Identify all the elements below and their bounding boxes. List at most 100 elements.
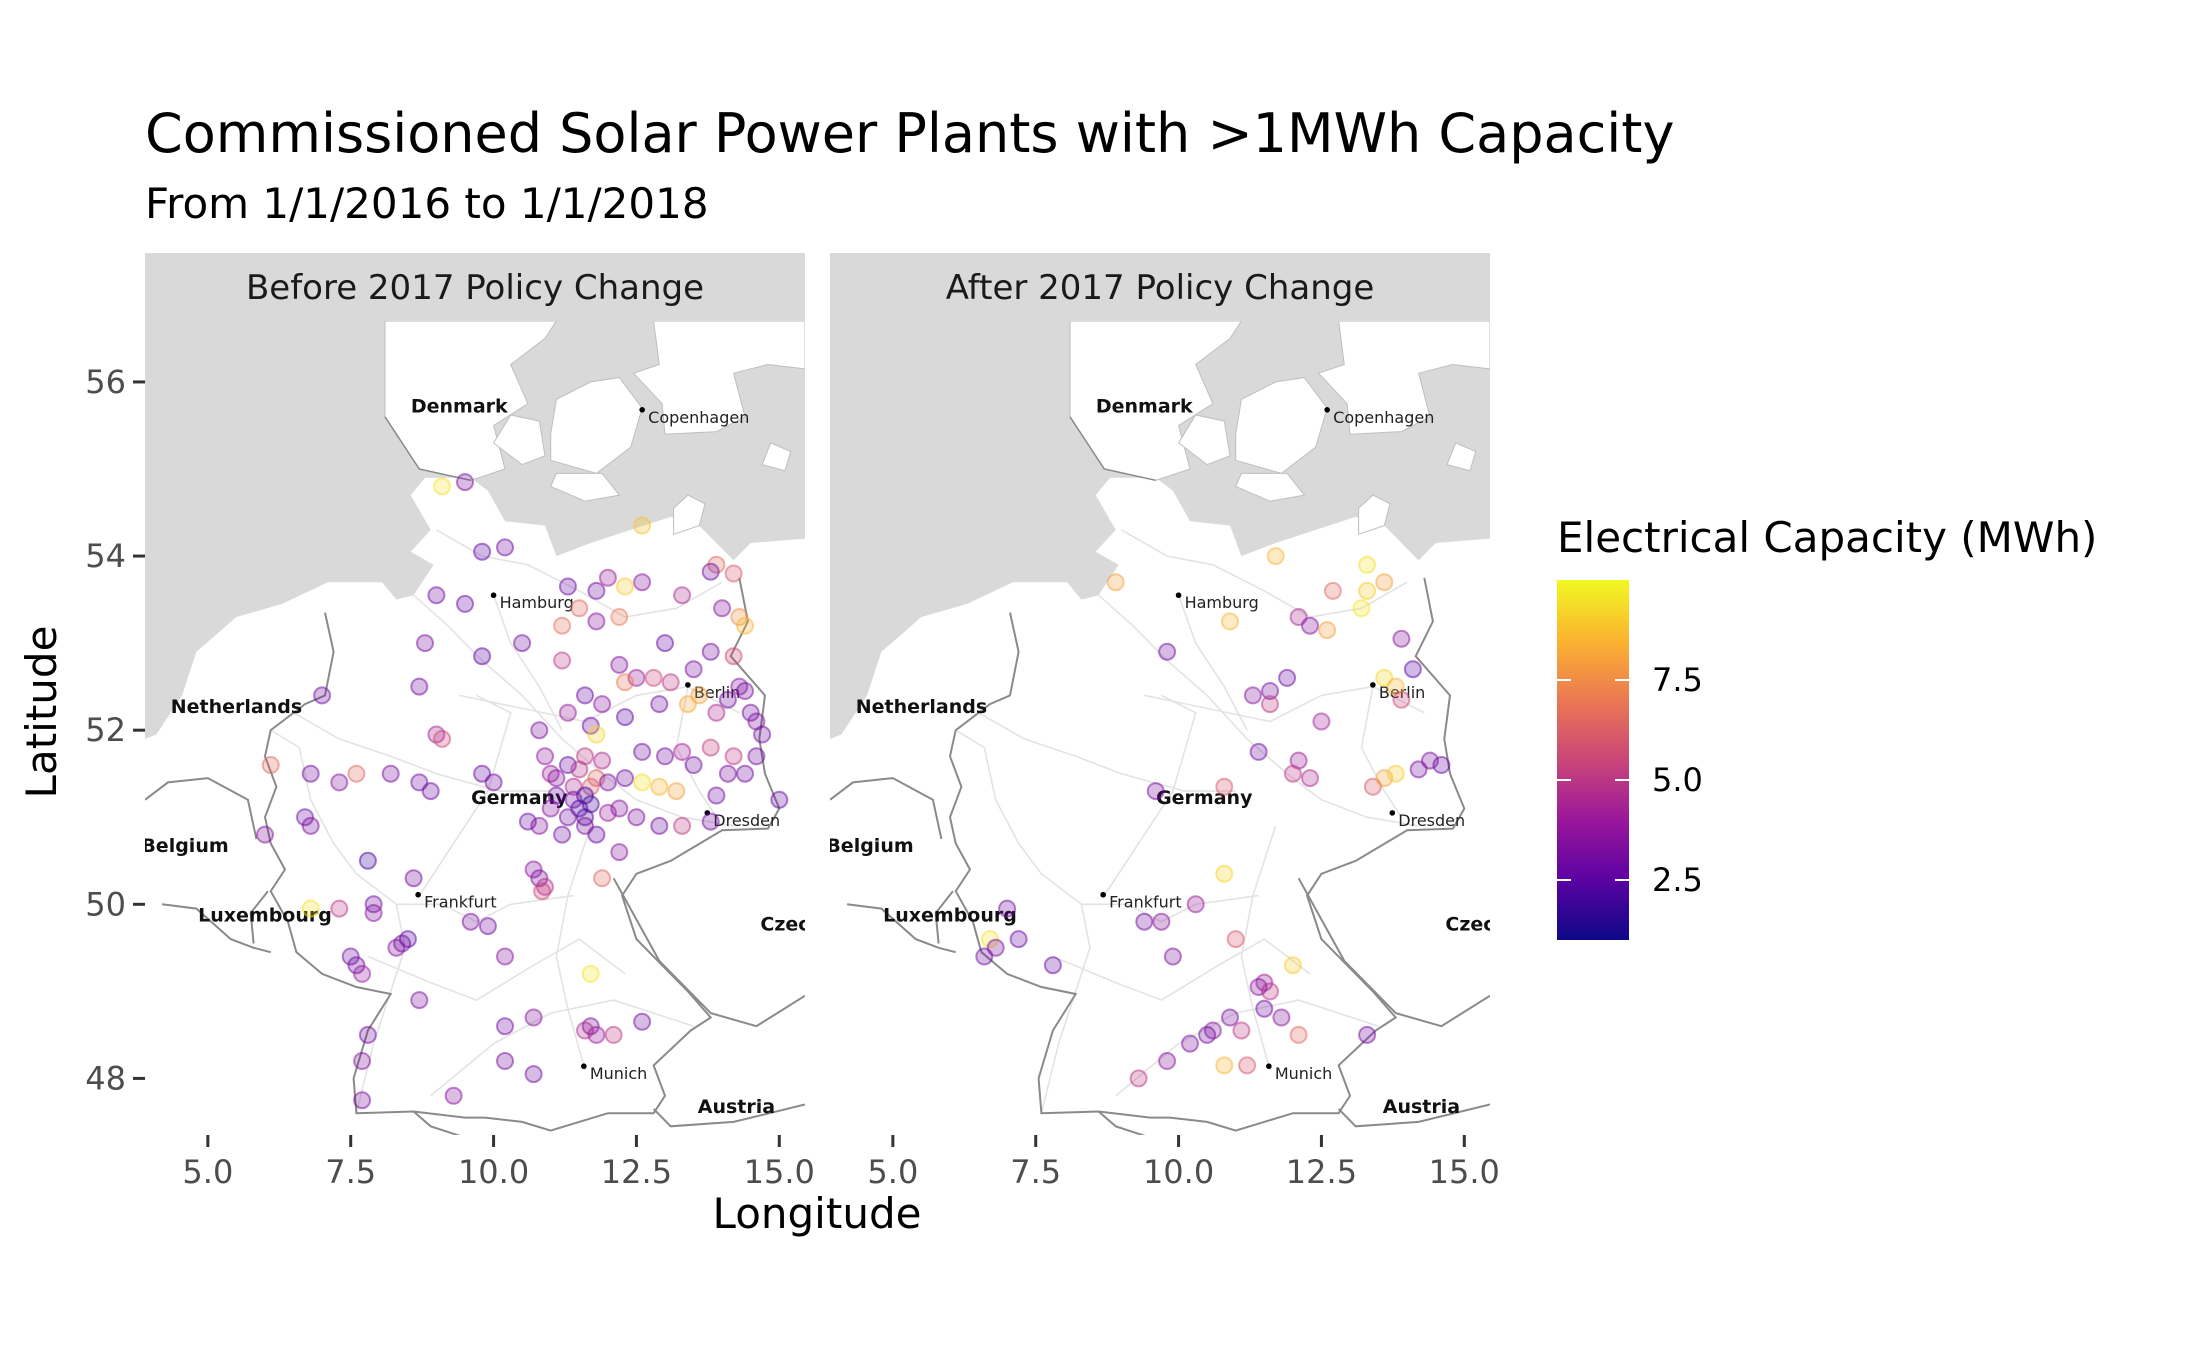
data-point: [353, 1052, 372, 1070]
data-point: [358, 1025, 377, 1044]
data-point: [627, 808, 646, 827]
map-border: [145, 777, 258, 840]
data-point: [1266, 547, 1285, 566]
data-point: [1432, 756, 1451, 774]
data-point: [610, 655, 629, 674]
map-label: Austria: [1383, 1096, 1460, 1118]
data-point: [1215, 864, 1234, 883]
data-point: [718, 764, 737, 783]
data-point: [1255, 999, 1274, 1018]
data-point: [381, 764, 400, 783]
map-landmass: [1235, 472, 1306, 502]
data-point: [358, 851, 377, 870]
data-point: [1261, 682, 1279, 700]
data-point: [616, 708, 634, 727]
facet-panel-1: Before 2017 Policy Change Denmark Copenhag…: [141, 253, 809, 1135]
data-point: [684, 660, 703, 679]
data-point: [741, 703, 760, 722]
data-point: [616, 673, 634, 692]
map-border: [1097, 1110, 1146, 1135]
map-border: [1069, 416, 1156, 482]
data-point: [701, 642, 720, 661]
map-road: [1103, 694, 1197, 897]
data-point: [1392, 629, 1411, 648]
data-point: [701, 562, 720, 581]
data-point: [724, 747, 743, 766]
data-point: [456, 473, 474, 492]
data-point: [587, 612, 606, 631]
data-point: [587, 581, 606, 600]
basemap: Denmark CopenhagenHamburgNetherlandsBerli…: [830, 321, 1494, 1135]
city-dot: [415, 891, 421, 898]
data-point: [633, 1012, 652, 1031]
data-point: [1249, 742, 1268, 761]
data-point: [753, 725, 772, 744]
map-border: [249, 890, 269, 944]
data-point: [524, 1065, 543, 1084]
map-border: [1297, 877, 1490, 1028]
x-tick-label: 10.0: [1143, 1153, 1214, 1191]
data-point: [524, 1008, 543, 1027]
data-point: [1358, 581, 1377, 600]
data-point: [593, 869, 612, 888]
map-landmass: [1235, 377, 1328, 474]
data-point: [661, 673, 680, 692]
data-point: [261, 756, 280, 774]
map-label: Czec: [1445, 913, 1494, 935]
data-point: [473, 542, 492, 561]
data-point: [570, 599, 589, 618]
city-dot: [1324, 407, 1330, 413]
map-border: [830, 777, 943, 840]
data-point: [1323, 581, 1342, 600]
map-road: [459, 685, 740, 723]
chart-subtitle: From 1/1/2016 to 1/1/2018: [145, 179, 709, 228]
data-point: [593, 751, 612, 770]
map-border: [384, 416, 471, 482]
x-tick-label: 15.0: [1429, 1153, 1500, 1191]
x-tick-label: 10.0: [458, 1153, 529, 1191]
data-point: [713, 599, 732, 618]
data-point: [616, 577, 634, 596]
data-point: [301, 899, 320, 918]
map-label: Denmark: [1096, 395, 1193, 417]
data-point: [553, 825, 572, 844]
data-point: [353, 1091, 372, 1110]
map-sea: [830, 321, 1490, 739]
data-point: [1215, 1056, 1234, 1075]
data-point: [444, 1086, 463, 1105]
data-point: [581, 964, 600, 983]
data-point: [593, 695, 612, 714]
data-point: [547, 786, 566, 805]
data-point: [1375, 573, 1394, 592]
map-road: [270, 729, 406, 1114]
map-landmass: [1358, 494, 1391, 535]
data-point: [701, 812, 720, 831]
data-point: [496, 1017, 514, 1036]
chart-title: Commissioned Solar Power Plants with >1M…: [145, 102, 1674, 165]
data-point: [633, 742, 652, 761]
map-label: Czec: [760, 913, 809, 935]
data-point: [1386, 764, 1405, 783]
data-point: [667, 782, 686, 801]
map-label: Denmark: [411, 395, 508, 417]
legend-tick-label: 5.0: [1652, 761, 1703, 799]
map-label: Dresden: [1398, 811, 1465, 830]
map-label: Belgium: [141, 835, 228, 857]
y-axis-title: Latitude: [17, 626, 66, 799]
data-point: [1163, 947, 1182, 966]
legend-colorbar: [1557, 580, 1629, 940]
data-point: [558, 703, 577, 722]
data-point: [301, 764, 320, 783]
map-label: Berlin: [694, 683, 740, 702]
map-road: [367, 938, 626, 1001]
data-points: [256, 473, 789, 1110]
data-point: [673, 742, 692, 761]
x-tick-label: 15.0: [744, 1153, 815, 1191]
map-road: [1240, 825, 1277, 1070]
x-tick-label: 5.0: [182, 1153, 233, 1191]
data-point: [1243, 686, 1262, 705]
city-dot: [1175, 592, 1182, 599]
data-point: [1009, 930, 1028, 949]
map-border: [1337, 1103, 1490, 1128]
